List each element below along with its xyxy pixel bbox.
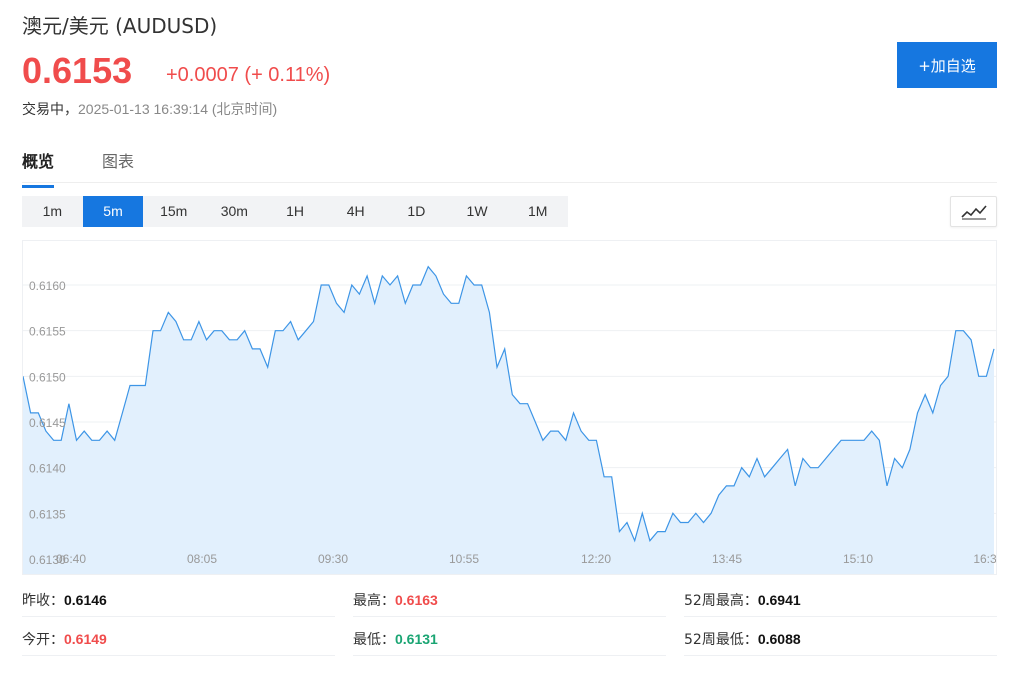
tab-bar: 概览 图表 [22, 140, 997, 188]
stat-label: 昨收： [22, 593, 64, 609]
stat-value: 0.6088 [757, 631, 801, 647]
price-line [23, 265, 995, 543]
y-tick-label: 0.6130 [29, 553, 66, 567]
tab-overview[interactable]: 概览 [22, 148, 55, 188]
stat-52w-high: 52周最高：0.6941 [684, 581, 997, 617]
stat-label: 52周最低： [684, 632, 758, 648]
stat-prev-close: 昨收：0.6146 [22, 581, 335, 617]
stat-label: 52周最高： [684, 593, 758, 609]
period-1h[interactable]: 1H [286, 203, 304, 219]
current-price: 0.6153 [22, 50, 133, 91]
trading-status: 交易中，2025-01-13 16:39:14 (北京时间) [22, 99, 277, 119]
period-1m[interactable]: 1m [42, 203, 63, 219]
stat-value: 0.6163 [395, 592, 438, 608]
y-tick-label: 0.6160 [29, 279, 66, 293]
y-tick-label: 0.6135 [29, 507, 66, 521]
add-watchlist-button[interactable]: +加自选 [897, 42, 997, 88]
period-selector: 1m 5m 15m 30m 1H 4H 1D 1W 1M [22, 196, 568, 227]
stat-high: 最高：0.6163 [353, 581, 666, 617]
stat-label: 最低： [353, 632, 395, 648]
chart-type-toggle[interactable] [950, 196, 997, 227]
stat-label: 今开： [22, 632, 64, 648]
x-tick-label: 16:3 [973, 552, 996, 566]
page-title: 澳元/美元 (AUDUSD) [22, 14, 218, 38]
line-chart-icon [960, 204, 987, 219]
x-tick-label: 13:45 [712, 552, 742, 566]
period-1mo[interactable]: 1M [527, 203, 548, 219]
period-5m[interactable]: 5m [82, 196, 144, 227]
stat-value: 0.6941 [757, 592, 801, 608]
period-1w[interactable]: 1W [466, 203, 488, 219]
price-area [23, 266, 994, 574]
x-tick-label: 09:30 [318, 552, 348, 566]
stat-52w-low: 52周最低：0.6088 [684, 620, 997, 656]
stat-open: 今开：0.6149 [22, 620, 335, 656]
status-text: 交易中， [22, 102, 78, 118]
price-chart[interactable]: 0.6160 0.6155 0.6150 0.6145 0.6140 0.6135 0.61… [22, 240, 997, 575]
stat-label: 最高： [353, 593, 395, 609]
price-change: +0.0007 (+ 0.11%) [166, 64, 331, 86]
stat-low: 最低：0.6131 [353, 620, 666, 656]
tab-chart[interactable]: 图表 [102, 152, 135, 171]
stat-value: 0.6149 [64, 631, 107, 647]
stat-value: 0.6146 [64, 592, 107, 608]
period-30m[interactable]: 30m [220, 203, 248, 219]
y-tick-label: 0.6140 [29, 462, 66, 476]
x-tick-label: 06:40 [56, 552, 86, 566]
x-tick-label: 10:55 [449, 552, 479, 566]
period-15m[interactable]: 15m [160, 203, 188, 219]
x-tick-label: 08:05 [187, 552, 217, 566]
x-tick-label: 15:10 [843, 552, 873, 566]
stat-value: 0.6131 [395, 631, 438, 647]
period-4h[interactable]: 4H [346, 203, 365, 219]
y-tick-label: 0.6155 [29, 325, 66, 339]
y-tick-label: 0.6145 [29, 416, 66, 430]
period-1d[interactable]: 1D [407, 203, 426, 219]
y-tick-label: 0.6150 [29, 370, 66, 384]
x-tick-label: 12:20 [581, 552, 611, 566]
timestamp: 2025-01-13 16:39:14 (北京时间) [78, 101, 278, 117]
chart-canvas: 0.6160 0.6155 0.6150 0.6145 0.6140 0.6135 0.61… [23, 265, 996, 574]
